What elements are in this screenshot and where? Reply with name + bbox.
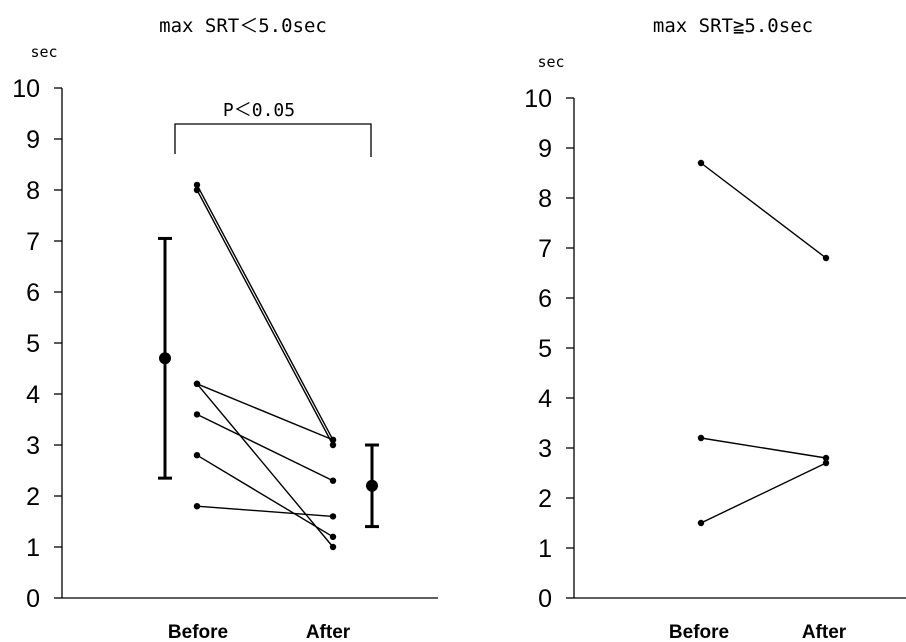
right-point-before	[697, 519, 705, 527]
left-panel: max SRT＜5.0sec sec 0 1 2 3 4 5 6 7 8 9 10 P＜0.05 B…	[12, 15, 438, 642]
left-point-after	[329, 441, 337, 449]
left-point-before	[193, 452, 201, 459]
left-series-line	[196, 383, 334, 441]
right-point-after	[822, 454, 830, 462]
left-y-tick-label: 6	[26, 279, 40, 307]
right-category-after: After	[802, 622, 847, 642]
left-series-line	[196, 413, 334, 482]
right-y-tick-label: 9	[538, 135, 552, 163]
left-series-lines	[193, 181, 337, 551]
left-point-after	[329, 477, 337, 484]
right-category-before: Before	[669, 622, 729, 642]
right-point-before	[697, 159, 705, 167]
left-point-before	[193, 181, 201, 189]
right-chart-title: max SRT≧5.0sec	[653, 15, 813, 37]
left-series-line	[196, 454, 334, 538]
left-category-after: After	[306, 622, 351, 642]
left-point-before	[193, 411, 201, 418]
left-point-after	[329, 543, 337, 551]
right-panel: max SRT≧5.0sec sec 0 1 2 3 4 5 6 7 8 9 10 Before A…	[524, 15, 906, 642]
left-y-tick-label: 2	[26, 483, 40, 511]
left-summary-bars	[158, 236, 379, 529]
right-y-tick-label: 4	[538, 385, 552, 413]
significance-label: P＜0.05	[223, 100, 295, 121]
left-y-tick-label: 8	[26, 177, 40, 205]
right-y-tick-label: 3	[538, 435, 552, 463]
right-y-tick-label: 6	[538, 285, 552, 313]
right-series-line	[700, 162, 827, 259]
right-y-tick-label: 2	[538, 485, 552, 513]
left-y-tick-label: 5	[26, 330, 40, 358]
right-y-tick-label: 1	[538, 535, 552, 563]
right-series-line	[700, 437, 827, 459]
right-point-after	[822, 459, 830, 467]
left-y-tick-label: 0	[26, 585, 40, 613]
right-series-lines	[697, 159, 830, 527]
right-y-tick-label: 8	[538, 185, 552, 213]
left-y-tick-label: 1	[26, 534, 40, 562]
right-point-after	[822, 254, 830, 262]
left-chart-title: max SRT＜5.0sec	[159, 15, 327, 37]
significance-bracket	[174, 123, 372, 157]
right-y-unit-label: sec	[537, 53, 564, 71]
left-y-tick-label: 3	[26, 432, 40, 460]
right-y-tick-label: 5	[538, 335, 552, 363]
left-y-tick-label: 10	[12, 75, 40, 103]
right-y-ticks: 0 1 2 3 4 5 6 7 8 9 10	[524, 85, 574, 613]
left-point-after	[329, 436, 337, 444]
left-series-line	[196, 189, 334, 446]
left-point-before	[193, 380, 201, 387]
right-series-line	[700, 462, 827, 524]
left-category-before: Before	[168, 622, 228, 642]
right-point-before	[697, 434, 705, 442]
left-y-unit-label: sec	[30, 43, 57, 61]
right-y-tick-label: 7	[538, 235, 552, 263]
left-point-before	[193, 186, 201, 194]
left-y-tick-label: 9	[26, 126, 40, 154]
left-series-line	[196, 383, 334, 548]
left-point-after	[329, 533, 337, 540]
right-y-tick-label: 10	[524, 85, 552, 113]
left-series-line	[196, 184, 334, 441]
left-summary-before-mean	[159, 352, 171, 365]
left-y-tick-label: 7	[26, 228, 40, 256]
left-series-line	[196, 505, 334, 518]
left-y-ticks: 0 1 2 3 4 5 6 7 8 9 10	[12, 75, 62, 613]
left-y-tick-label: 4	[26, 381, 40, 409]
right-y-tick-label: 0	[538, 585, 552, 613]
left-point-before	[193, 503, 201, 510]
left-summary-after-mean	[366, 479, 378, 492]
left-point-after	[329, 513, 337, 520]
